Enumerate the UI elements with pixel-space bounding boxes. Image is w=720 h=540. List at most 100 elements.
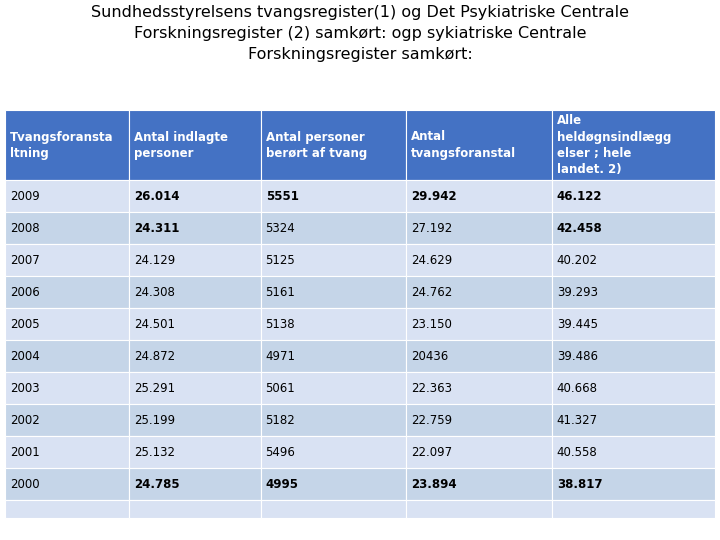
Bar <box>5 212 130 244</box>
Text: 5125: 5125 <box>266 253 295 267</box>
Text: 5061: 5061 <box>266 381 295 395</box>
Text: 2009: 2009 <box>10 190 40 202</box>
Bar <box>261 468 406 500</box>
Bar <box>261 180 406 212</box>
Bar <box>5 276 130 308</box>
Bar <box>406 436 552 468</box>
Bar <box>406 110 552 180</box>
Bar <box>130 308 261 340</box>
Bar <box>130 500 261 518</box>
Bar <box>406 308 552 340</box>
Text: 22.759: 22.759 <box>411 414 452 427</box>
Bar <box>261 404 406 436</box>
Bar <box>5 468 130 500</box>
Text: 2003: 2003 <box>10 381 40 395</box>
Text: 5138: 5138 <box>266 318 295 330</box>
Bar <box>406 180 552 212</box>
Bar <box>261 340 406 372</box>
Text: Sundhedsstyrelsens tvangsregister(1) og Det Psykiatriske Centrale
Forskningsregi: Sundhedsstyrelsens tvangsregister(1) og … <box>91 5 629 62</box>
Bar <box>130 244 261 276</box>
Text: Alle
heldøgnsindlægg
elser ; hele
landet. 2): Alle heldøgnsindlægg elser ; hele landet… <box>557 114 671 176</box>
Text: 2006: 2006 <box>10 286 40 299</box>
Text: 25.291: 25.291 <box>134 381 176 395</box>
Text: 25.199: 25.199 <box>134 414 176 427</box>
Text: 22.097: 22.097 <box>411 446 452 458</box>
Bar <box>261 212 406 244</box>
Text: 25.132: 25.132 <box>134 446 175 458</box>
Bar <box>552 404 715 436</box>
Text: 24.308: 24.308 <box>134 286 175 299</box>
Bar <box>130 340 261 372</box>
Bar <box>5 308 130 340</box>
Bar <box>261 276 406 308</box>
Bar <box>552 308 715 340</box>
Bar <box>130 404 261 436</box>
Text: 2004: 2004 <box>10 349 40 362</box>
Bar <box>5 340 130 372</box>
Bar <box>406 468 552 500</box>
Bar <box>5 436 130 468</box>
Text: 5496: 5496 <box>266 446 295 458</box>
Text: 2000: 2000 <box>10 477 40 490</box>
Bar <box>5 244 130 276</box>
Text: 2007: 2007 <box>10 253 40 267</box>
Text: 24.129: 24.129 <box>134 253 176 267</box>
Bar <box>406 372 552 404</box>
Bar <box>261 244 406 276</box>
Bar <box>552 372 715 404</box>
Text: 2001: 2001 <box>10 446 40 458</box>
Bar <box>130 468 261 500</box>
Bar <box>406 276 552 308</box>
Text: 22.363: 22.363 <box>411 381 452 395</box>
Text: 5161: 5161 <box>266 286 295 299</box>
Text: 24.629: 24.629 <box>411 253 452 267</box>
Text: 5324: 5324 <box>266 221 295 234</box>
Text: 5182: 5182 <box>266 414 295 427</box>
Bar <box>552 110 715 180</box>
Bar <box>406 244 552 276</box>
Bar <box>261 308 406 340</box>
Bar <box>5 404 130 436</box>
Text: 39.445: 39.445 <box>557 318 598 330</box>
Bar <box>406 500 552 518</box>
Bar <box>130 110 261 180</box>
Bar <box>552 180 715 212</box>
Text: 40.558: 40.558 <box>557 446 598 458</box>
Text: 4995: 4995 <box>266 477 299 490</box>
Bar <box>552 244 715 276</box>
Bar <box>261 110 406 180</box>
Bar <box>130 276 261 308</box>
Text: 2008: 2008 <box>10 221 40 234</box>
Bar <box>552 276 715 308</box>
Text: 39.486: 39.486 <box>557 349 598 362</box>
Text: 38.817: 38.817 <box>557 477 602 490</box>
Bar <box>130 436 261 468</box>
Bar <box>406 212 552 244</box>
Text: Antal
tvangsforanstal: Antal tvangsforanstal <box>411 131 516 159</box>
Bar <box>130 372 261 404</box>
Text: 40.668: 40.668 <box>557 381 598 395</box>
Bar <box>261 372 406 404</box>
Bar <box>5 500 130 518</box>
Text: Tvangsforansta
ltning: Tvangsforansta ltning <box>10 131 114 159</box>
Bar <box>552 468 715 500</box>
Text: 29.942: 29.942 <box>411 190 456 202</box>
Bar <box>552 436 715 468</box>
Text: 4971: 4971 <box>266 349 296 362</box>
Bar <box>552 340 715 372</box>
Text: 2002: 2002 <box>10 414 40 427</box>
Bar <box>552 500 715 518</box>
Text: 26.014: 26.014 <box>134 190 180 202</box>
Text: 5551: 5551 <box>266 190 299 202</box>
Text: Antal personer
berørt af tvang: Antal personer berørt af tvang <box>266 131 367 159</box>
Text: Antal indlagte
personer: Antal indlagte personer <box>134 131 228 159</box>
Text: 39.293: 39.293 <box>557 286 598 299</box>
Text: 2005: 2005 <box>10 318 40 330</box>
Text: 40.202: 40.202 <box>557 253 598 267</box>
Text: 23.894: 23.894 <box>411 477 456 490</box>
Text: 41.327: 41.327 <box>557 414 598 427</box>
Text: 24.501: 24.501 <box>134 318 175 330</box>
Bar <box>5 180 130 212</box>
Text: 42.458: 42.458 <box>557 221 603 234</box>
Bar <box>5 110 130 180</box>
